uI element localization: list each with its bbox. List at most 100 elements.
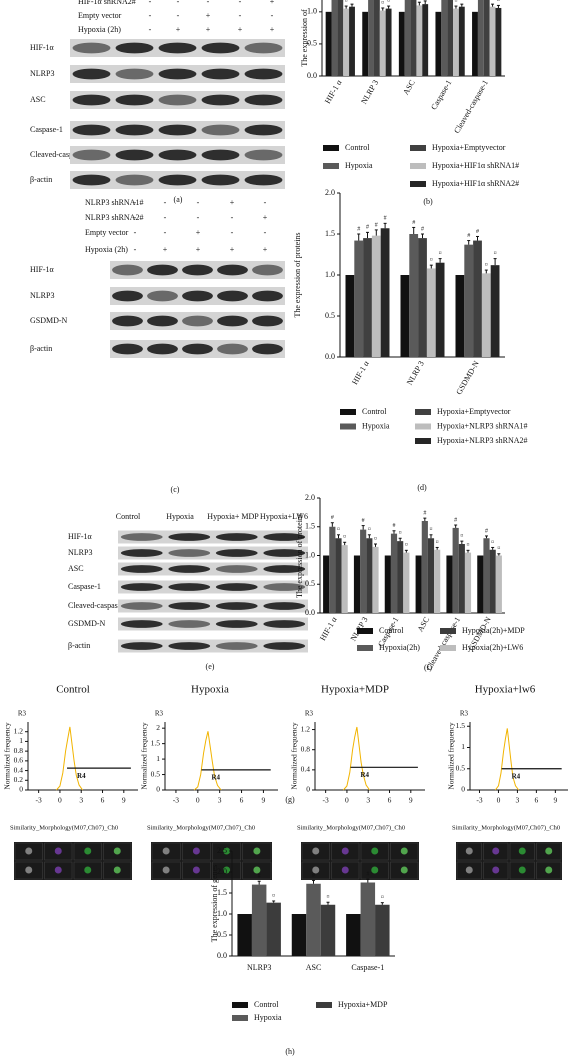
panel-label: (a): [174, 195, 183, 204]
x-tick-label: 6: [535, 796, 539, 805]
cell-image-frame: [331, 842, 360, 861]
legend-swatch: [410, 163, 426, 169]
band: [182, 264, 213, 276]
bar: [495, 7, 502, 77]
legend-swatch: [440, 628, 456, 634]
y-tick-label: 0.8: [14, 746, 24, 755]
band: [217, 264, 248, 276]
condition-sign: +: [196, 245, 201, 254]
legend-label: Control: [254, 1000, 279, 1009]
cell: [253, 866, 261, 874]
y-tick-label: 1.5: [456, 721, 466, 730]
band: [215, 565, 258, 573]
blot-strip: [118, 599, 308, 613]
y-tick-label: 2.0: [217, 867, 227, 876]
y-tick-label: 0.6: [14, 756, 24, 765]
bar: [473, 240, 482, 357]
band: [201, 149, 240, 161]
condition-sign: -: [164, 198, 167, 207]
panel-label: (f): [424, 663, 432, 672]
cell-image-frame: [212, 861, 241, 880]
y-axis-label: The expression of proteins: [295, 513, 304, 598]
legend-label: Hypoxia+HIF1α shRNA2#: [432, 179, 519, 188]
cell: [400, 866, 408, 874]
y-tick-label: 0.8: [301, 744, 311, 753]
band: [72, 94, 111, 106]
cell: [465, 847, 473, 855]
significance-mark: ¤: [491, 0, 494, 3]
significance-mark: ¤: [337, 527, 340, 533]
cell: [84, 866, 92, 874]
x-tick-label: 0: [345, 796, 349, 805]
band: [120, 620, 163, 628]
condition-sign: +: [176, 25, 181, 34]
condition-sign: -: [177, 0, 180, 6]
bar: [477, 555, 484, 613]
band: [168, 602, 211, 610]
y-tick-label: 1: [461, 742, 465, 751]
condition-sign: -: [164, 213, 167, 222]
y-tick-label: 0.5: [151, 769, 161, 778]
y-tick-label: 0.4: [14, 765, 24, 774]
cell: [371, 866, 379, 874]
bar: [453, 8, 459, 76]
cell: [545, 847, 553, 855]
band: [215, 642, 258, 650]
band: [263, 583, 306, 591]
bar: [368, 0, 374, 76]
significance-mark: ¤: [436, 540, 439, 546]
significance-mark: ¤: [467, 543, 470, 549]
cell: [223, 847, 231, 855]
y-tick-label: 2.0: [305, 493, 315, 502]
significance-mark: ¤: [497, 546, 500, 552]
y-tick-label: 0.4: [301, 765, 311, 774]
band: [263, 620, 306, 628]
band: [168, 565, 211, 573]
y-tick-label: 1.5: [305, 522, 315, 531]
condition-sign: +: [163, 245, 168, 254]
x-tick-label: 6: [101, 796, 105, 805]
bar: [483, 0, 490, 76]
y-axis-label: Normalized frequency: [447, 722, 456, 790]
band-label: ASC: [68, 564, 84, 573]
band: [217, 290, 248, 302]
condition-sign: -: [134, 198, 137, 207]
bar: [403, 552, 410, 613]
cell-image-frame: [44, 842, 73, 861]
legend-swatch: [340, 423, 356, 430]
gate-label: R4: [77, 772, 86, 780]
y-axis-label: The expression of proteins: [293, 232, 302, 317]
band: [112, 343, 143, 355]
cell-image-frame: [73, 842, 102, 861]
y-tick-label: 1.2: [14, 726, 24, 735]
cell: [223, 866, 231, 874]
legend-swatch: [410, 145, 426, 151]
bar: [341, 545, 348, 613]
condition-sign: -: [264, 198, 267, 207]
cell-image-frame: [103, 861, 132, 880]
bar: [483, 538, 490, 613]
condition-sign: -: [134, 245, 137, 254]
bar: [426, 268, 436, 357]
cell: [341, 847, 349, 855]
cell-image-strip: [301, 842, 419, 880]
band: [115, 68, 154, 80]
band-label: Caspase-1: [68, 582, 101, 591]
x-tick-label: 3: [79, 796, 83, 805]
band: [201, 42, 240, 54]
band: [115, 174, 154, 186]
y-tick-label: 0.0: [307, 71, 317, 80]
band: [168, 549, 211, 557]
bar: [345, 275, 355, 357]
cell: [84, 847, 92, 855]
blot-strip: [118, 617, 308, 631]
cell-image-frame: [73, 861, 102, 880]
gate-label: R4: [360, 771, 369, 779]
legend-label: Hypoxia(2h)+LW6: [462, 643, 523, 652]
legend-label: Control: [345, 143, 370, 152]
y-axis-label: Normalized frequency: [3, 722, 12, 790]
y-axis-label: The expression of: [300, 9, 309, 67]
x-tick-label: 0: [58, 796, 62, 805]
band-label: GSDMD-N: [30, 316, 68, 325]
bar: [455, 275, 465, 357]
